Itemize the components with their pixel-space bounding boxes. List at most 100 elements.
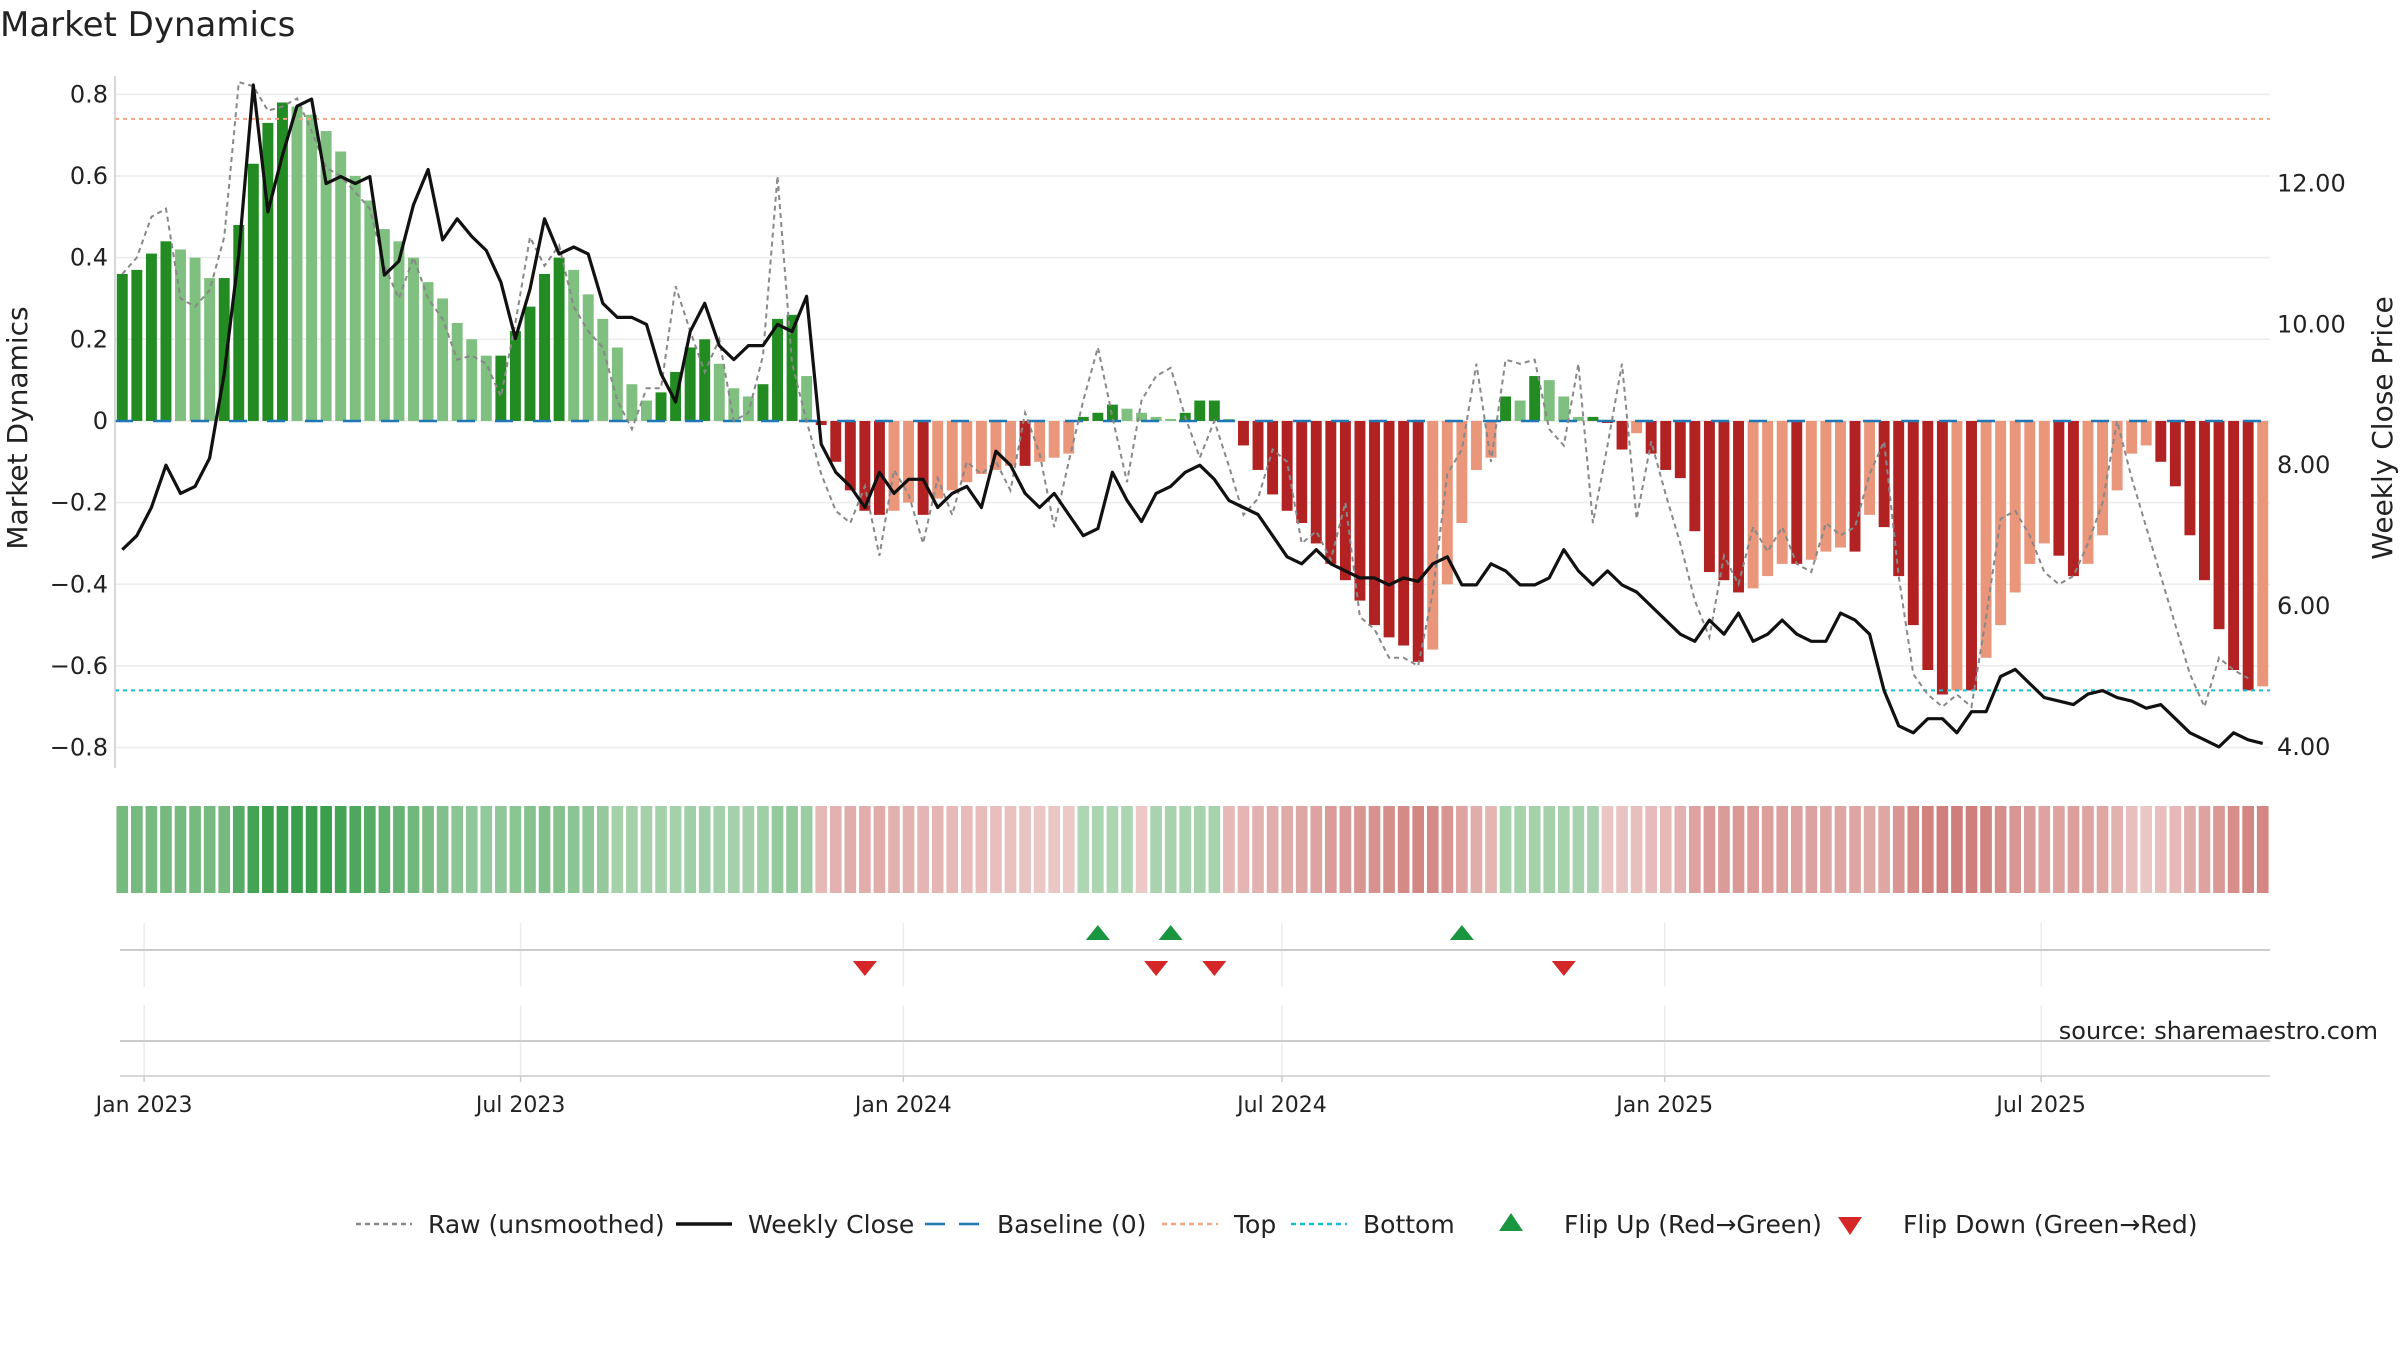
strip-cell xyxy=(1062,806,1075,893)
dynamics-bar xyxy=(1936,420,1948,695)
right-tick-label: 10.00 xyxy=(2277,310,2346,338)
dynamics-bar xyxy=(772,318,783,421)
left-tick-label: 0.8 xyxy=(70,80,108,108)
dynamics-bar xyxy=(2038,420,2050,544)
dynamics-bar xyxy=(451,322,463,421)
strip-cell xyxy=(2067,806,2080,893)
dynamics-bar xyxy=(1733,420,1744,593)
strip-cell xyxy=(1281,806,1293,893)
strip-cell xyxy=(2082,806,2094,893)
strip-cell xyxy=(116,806,129,893)
strip-cell xyxy=(1077,806,1090,893)
dynamics-bar xyxy=(2184,420,2196,536)
dynamics-bar xyxy=(1820,420,1832,552)
dynamics-bar xyxy=(233,224,245,421)
strip-cell xyxy=(1834,806,1847,893)
raw-line xyxy=(121,80,2249,710)
dynamics-bar xyxy=(2140,420,2152,446)
strip-cell xyxy=(1703,806,1716,893)
strip-cell xyxy=(1907,806,1920,893)
flip-down-marker xyxy=(1551,961,1576,976)
strip-cell xyxy=(247,806,260,893)
dynamics-bar xyxy=(539,273,551,421)
strip-cell xyxy=(1674,806,1687,893)
strip-cell xyxy=(684,806,696,893)
x-tick-label: Jul 2025 xyxy=(1994,1093,2086,1118)
strip-cell xyxy=(465,806,478,893)
dynamics-bar xyxy=(306,114,318,421)
dynamics-bar xyxy=(888,420,900,511)
dynamics-bar xyxy=(684,347,696,421)
dynamics-bar xyxy=(2082,420,2094,564)
strip-cell xyxy=(451,806,464,893)
dynamics-bar xyxy=(437,298,449,421)
dynamics-bar xyxy=(1776,420,1788,564)
dynamics-bar xyxy=(2097,420,2109,536)
strip-cell xyxy=(626,806,638,893)
dynamics-bar xyxy=(2009,420,2021,593)
strip-cell xyxy=(1659,806,1672,893)
strip-cell xyxy=(1965,806,1978,893)
strip-cell xyxy=(160,806,172,893)
strip-cell xyxy=(1441,806,1454,893)
strip-cell xyxy=(1718,806,1730,893)
dynamics-bar xyxy=(116,273,128,421)
dynamics-bar xyxy=(276,102,288,421)
flip-down-marker xyxy=(1144,961,1169,976)
dynamics-bar xyxy=(262,122,274,421)
strip-cell xyxy=(1557,806,1570,893)
strip-cell xyxy=(698,806,711,893)
legend-flip-up-icon xyxy=(1499,1213,1523,1231)
strip-cell xyxy=(524,806,536,893)
legend-label: Raw (unsmoothed) xyxy=(428,1210,665,1239)
dynamics-bar xyxy=(422,282,434,421)
dynamics-bar xyxy=(1092,412,1104,421)
legend-label: Top xyxy=(1233,1210,1276,1239)
dynamics-bar xyxy=(830,420,842,462)
strip-cell xyxy=(538,806,551,893)
dynamics-bar xyxy=(1063,420,1075,454)
dynamics-bar xyxy=(1339,420,1351,581)
left-tick-label: −0.2 xyxy=(50,489,108,517)
dynamics-bar xyxy=(2213,420,2225,630)
strip-cell xyxy=(378,806,391,893)
strip-cell xyxy=(1456,806,1468,893)
strip-cell xyxy=(1252,806,1264,893)
x-tick-label: Jul 2024 xyxy=(1235,1093,1327,1118)
dynamics-bar xyxy=(2053,420,2065,556)
strip-cell xyxy=(363,806,376,893)
strip-cell xyxy=(145,806,158,893)
dynamics-bar xyxy=(2257,420,2269,687)
strip-cell xyxy=(393,806,405,893)
strip-cell xyxy=(553,806,565,893)
dynamics-bar xyxy=(859,420,871,511)
strip-cell xyxy=(2053,806,2065,893)
axes: 0.8 0.6 0.4 0.2 0 −0.2 −0.4 −0.6 −0.8 12.00 10.00 8… xyxy=(50,76,2346,1118)
dynamics-bar xyxy=(873,420,885,515)
strip-cell xyxy=(218,806,231,893)
dynamics-bar xyxy=(1529,376,1541,421)
right-tick-label: 4.00 xyxy=(2277,733,2330,761)
left-tick-label: −0.4 xyxy=(50,570,108,598)
dynamics-bar xyxy=(1121,408,1133,421)
strip-cell xyxy=(1630,806,1643,893)
strip-cell xyxy=(262,806,274,893)
strip-cell xyxy=(1849,806,1861,893)
dynamics-bar xyxy=(699,339,711,421)
strip-cell xyxy=(2111,806,2123,893)
strip-cell xyxy=(669,806,682,893)
dynamics-bar xyxy=(553,257,565,421)
dynamics-bar xyxy=(1077,416,1089,421)
dynamics-bar xyxy=(1907,420,1919,626)
strip-cell xyxy=(859,806,871,893)
dynamics-bar xyxy=(1834,420,1846,548)
strip-cell xyxy=(1368,806,1381,893)
legend-label: Baseline (0) xyxy=(997,1210,1146,1239)
strip-cell xyxy=(2227,806,2240,893)
x-tick-label: Jan 2023 xyxy=(94,1093,193,1118)
weekly-close-line xyxy=(121,83,2264,749)
flip-markers-panel xyxy=(120,925,2270,1042)
dynamics-bar xyxy=(2126,420,2138,454)
dynamics-bar xyxy=(1296,420,1308,524)
